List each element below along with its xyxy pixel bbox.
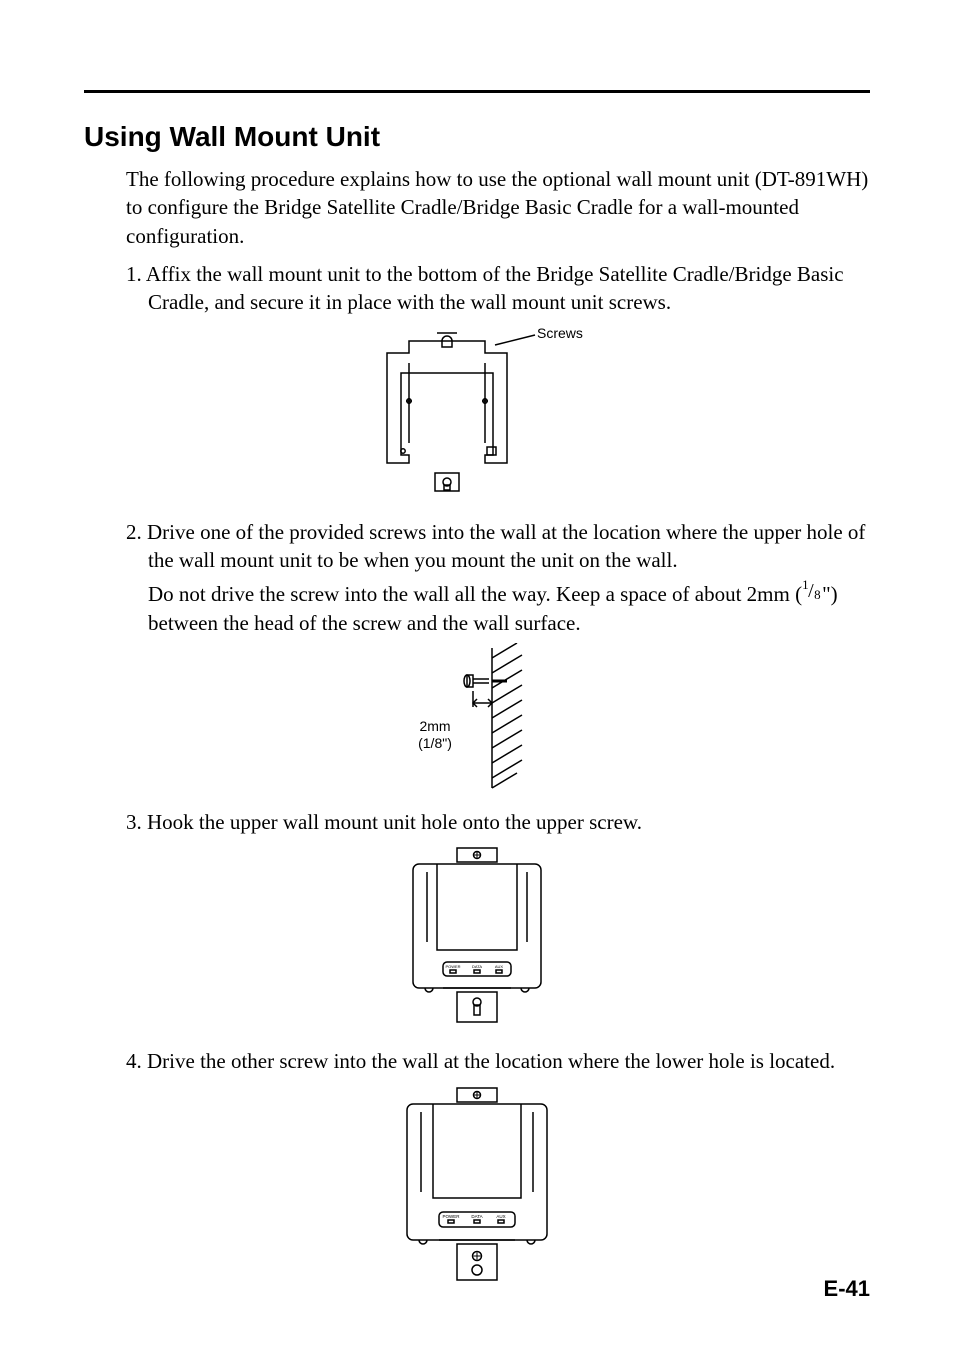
- wall-mount-bottom-icon: Screws: [347, 323, 607, 503]
- svg-text:AUX: AUX: [495, 964, 504, 969]
- fraction-1-8: 1/8: [802, 580, 822, 601]
- step-2: Drive one of the provided screws into th…: [126, 518, 870, 575]
- figure-4: POWER DATA AUX: [84, 1082, 870, 1297]
- step-3: Hook the upper wall mount unit hole onto…: [126, 808, 870, 836]
- svg-text:DATA: DATA: [472, 964, 482, 969]
- figure-3: POWER DATA AUX: [84, 842, 870, 1037]
- dim-in: (1/8"): [418, 735, 452, 751]
- figure-2: 2mm (1/8"): [84, 643, 870, 798]
- page-number: E-41: [824, 1276, 870, 1302]
- intro-paragraph: The following procedure explains how to …: [126, 165, 870, 250]
- figure-1: Screws: [84, 323, 870, 508]
- cradle-hooked-icon: POWER DATA AUX: [387, 842, 567, 1032]
- note-text-a: Do not drive the screw into the wall all…: [148, 582, 802, 606]
- step-list-4: Drive the other screw into the wall at t…: [126, 1047, 870, 1075]
- svg-text:AUX: AUX: [496, 1214, 505, 1219]
- step-1: Affix the wall mount unit to the bottom …: [126, 260, 870, 317]
- step-4: Drive the other screw into the wall at t…: [126, 1047, 870, 1075]
- svg-text:POWER: POWER: [445, 964, 460, 969]
- screws-callout: Screws: [537, 325, 583, 341]
- svg-text:DATA: DATA: [471, 1214, 482, 1219]
- step-list-2: Drive one of the provided screws into th…: [126, 518, 870, 575]
- screw-gap-icon: 2mm (1/8"): [397, 643, 557, 793]
- step-list-3: Hook the upper wall mount unit hole onto…: [126, 808, 870, 836]
- step-list: Affix the wall mount unit to the bottom …: [126, 260, 870, 317]
- manual-page: Using Wall Mount Unit The following proc…: [0, 0, 954, 1352]
- dim-mm: 2mm: [419, 718, 450, 734]
- top-rule: [84, 90, 870, 93]
- step-2-note: Do not drive the screw into the wall all…: [148, 580, 870, 637]
- svg-text:POWER: POWER: [442, 1214, 460, 1219]
- section-heading: Using Wall Mount Unit: [84, 121, 870, 153]
- cradle-secured-icon: POWER DATA AUX: [377, 1082, 577, 1292]
